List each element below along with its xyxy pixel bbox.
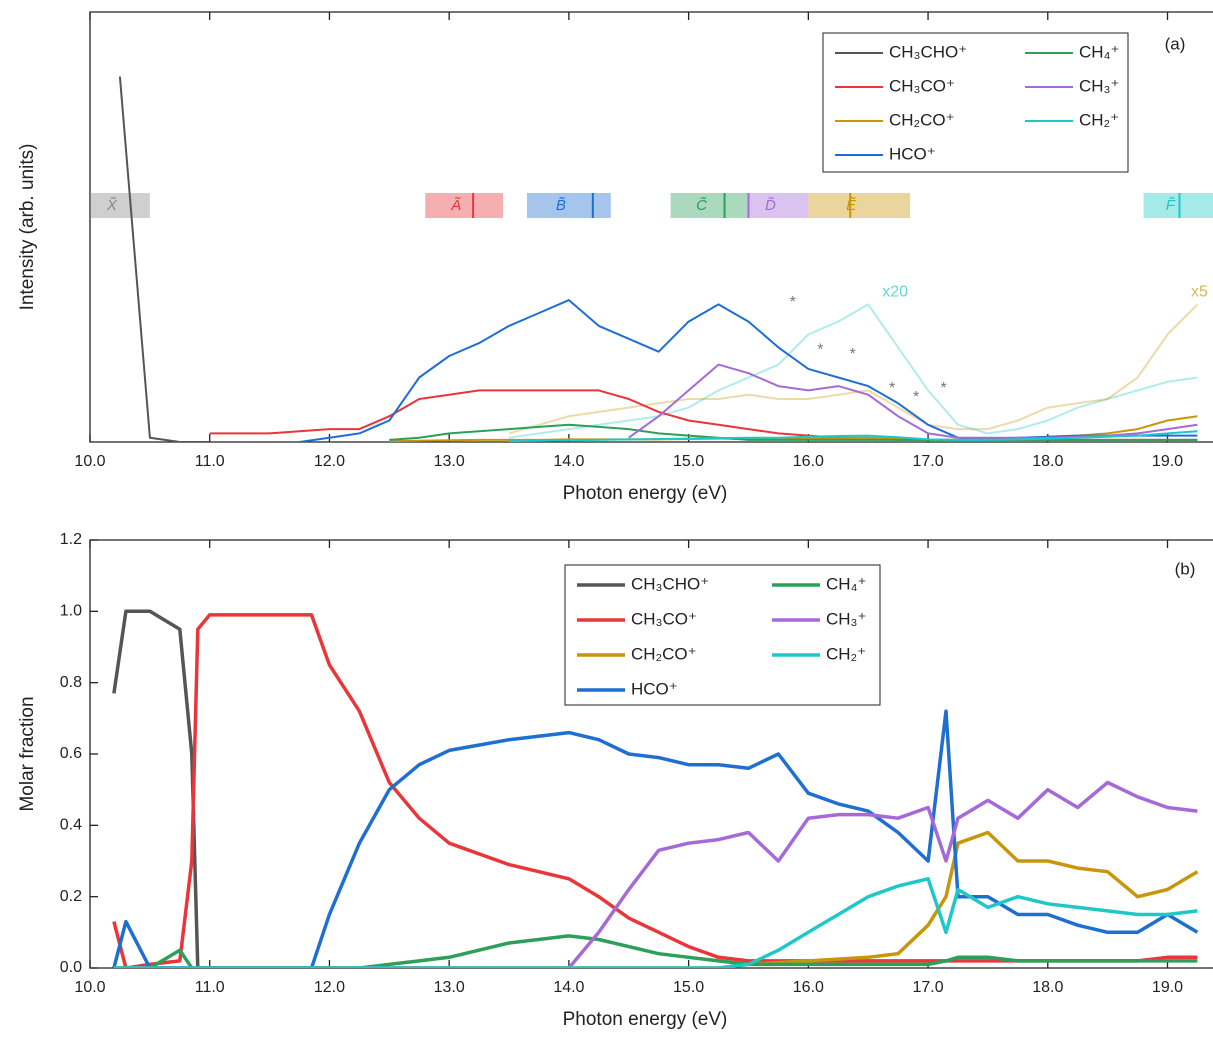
x-axis-label: Photon energy (eV) xyxy=(563,1009,728,1030)
panel-label: (a) xyxy=(1165,34,1186,53)
legend-label: CH₃CHO⁺ xyxy=(889,42,967,61)
y-tick-label: 1.0 xyxy=(60,603,82,620)
legend-label: CH₄⁺ xyxy=(1079,42,1119,61)
y-tick-label: 0.4 xyxy=(60,817,82,834)
y-tick-label: 0.6 xyxy=(60,745,82,762)
series-line xyxy=(299,299,1198,442)
state-band xyxy=(90,193,150,218)
state-label: Ã xyxy=(450,197,461,214)
x-tick-label: 15.0 xyxy=(673,453,704,470)
scaled-label: x20 xyxy=(882,284,908,301)
x-tick-label: 14.0 xyxy=(553,979,584,996)
x-tick-label: 14.0 xyxy=(553,453,584,470)
legend-box xyxy=(822,32,1129,173)
series-line xyxy=(113,830,1199,968)
series-line xyxy=(118,76,210,442)
legend-label: CH₃CHO⁺ xyxy=(631,574,709,593)
y-tick-label: 0.2 xyxy=(60,888,82,905)
annotation: * xyxy=(790,294,796,311)
state-band xyxy=(808,193,911,218)
x-tick-label: 13.0 xyxy=(434,979,465,996)
legend-label: CH₂⁺ xyxy=(826,644,866,663)
annotation: * xyxy=(889,380,895,397)
y-tick-label: 0.0 xyxy=(60,959,82,976)
legend-label: HCO⁺ xyxy=(889,144,936,163)
x-tick-label: 15.0 xyxy=(673,979,704,996)
series-line xyxy=(508,430,1198,442)
x-tick-label: 18.0 xyxy=(1032,453,1063,470)
legend-box xyxy=(564,564,881,706)
state-label: X̃ xyxy=(106,197,118,214)
x-tick-label: 10.0 xyxy=(74,453,105,470)
x-tick-label: 16.0 xyxy=(793,979,824,996)
state-band xyxy=(748,193,809,218)
legend-label: CH₂⁺ xyxy=(1079,110,1119,129)
x-tick-label: 19.0 xyxy=(1152,979,1183,996)
x-tick-label: 12.0 xyxy=(314,979,345,996)
legend-label: CH₃⁺ xyxy=(826,609,866,628)
annotation: * xyxy=(913,389,919,406)
x-tick-label: 18.0 xyxy=(1032,979,1063,996)
state-label: B̃ xyxy=(556,197,566,214)
state-band xyxy=(526,193,611,218)
y-tick-label: 0.8 xyxy=(60,674,82,691)
x-axis-label: Photon energy (eV) xyxy=(563,483,728,504)
series-line xyxy=(113,877,1198,968)
panel-label: (b) xyxy=(1175,559,1196,578)
annotation: * xyxy=(817,342,823,359)
legend-label: CH₃CO⁺ xyxy=(631,609,697,628)
series-line xyxy=(112,709,1199,968)
scaled-label: x5 xyxy=(1191,284,1208,301)
y-axis-label: Intensity (arb. units) xyxy=(17,144,38,311)
series-line xyxy=(628,363,1198,439)
annotation: * xyxy=(850,346,856,363)
y-tick-label: 1.2 xyxy=(60,531,82,548)
state-label: C̃ xyxy=(696,197,707,214)
state-label: F̃ xyxy=(1166,197,1176,214)
legend-label: CH₄⁺ xyxy=(826,574,866,593)
legend-label: CH₃CO⁺ xyxy=(889,76,955,95)
scaled-line xyxy=(508,303,1199,435)
legend-label: CH₃⁺ xyxy=(1079,76,1119,95)
series-line xyxy=(113,780,1198,968)
legend-label: CH₂CO⁺ xyxy=(631,644,697,663)
state-label: Ẽ xyxy=(846,197,857,214)
x-tick-label: 17.0 xyxy=(912,979,943,996)
series-line xyxy=(209,389,1198,441)
legend-label: HCO⁺ xyxy=(631,679,678,698)
legend-label: CH₂CO⁺ xyxy=(889,110,955,129)
state-label: D̃ xyxy=(765,197,776,214)
x-tick-label: 11.0 xyxy=(195,979,225,996)
x-tick-label: 13.0 xyxy=(434,453,465,470)
x-tick-label: 16.0 xyxy=(793,453,824,470)
x-tick-label: 19.0 xyxy=(1152,453,1183,470)
x-tick-label: 12.0 xyxy=(314,453,345,470)
x-tick-label: 11.0 xyxy=(195,453,225,470)
x-tick-label: 17.0 xyxy=(912,453,943,470)
series-line xyxy=(113,934,1198,968)
state-band xyxy=(1143,193,1213,218)
axes-frame xyxy=(89,11,1213,443)
series-line xyxy=(389,423,1198,441)
state-band xyxy=(425,193,504,218)
state-band xyxy=(670,193,749,218)
scaled-line xyxy=(508,303,1198,439)
y-axis-label: Molar fraction xyxy=(17,696,38,811)
annotation: * xyxy=(941,380,947,397)
x-tick-label: 10.0 xyxy=(74,979,105,996)
